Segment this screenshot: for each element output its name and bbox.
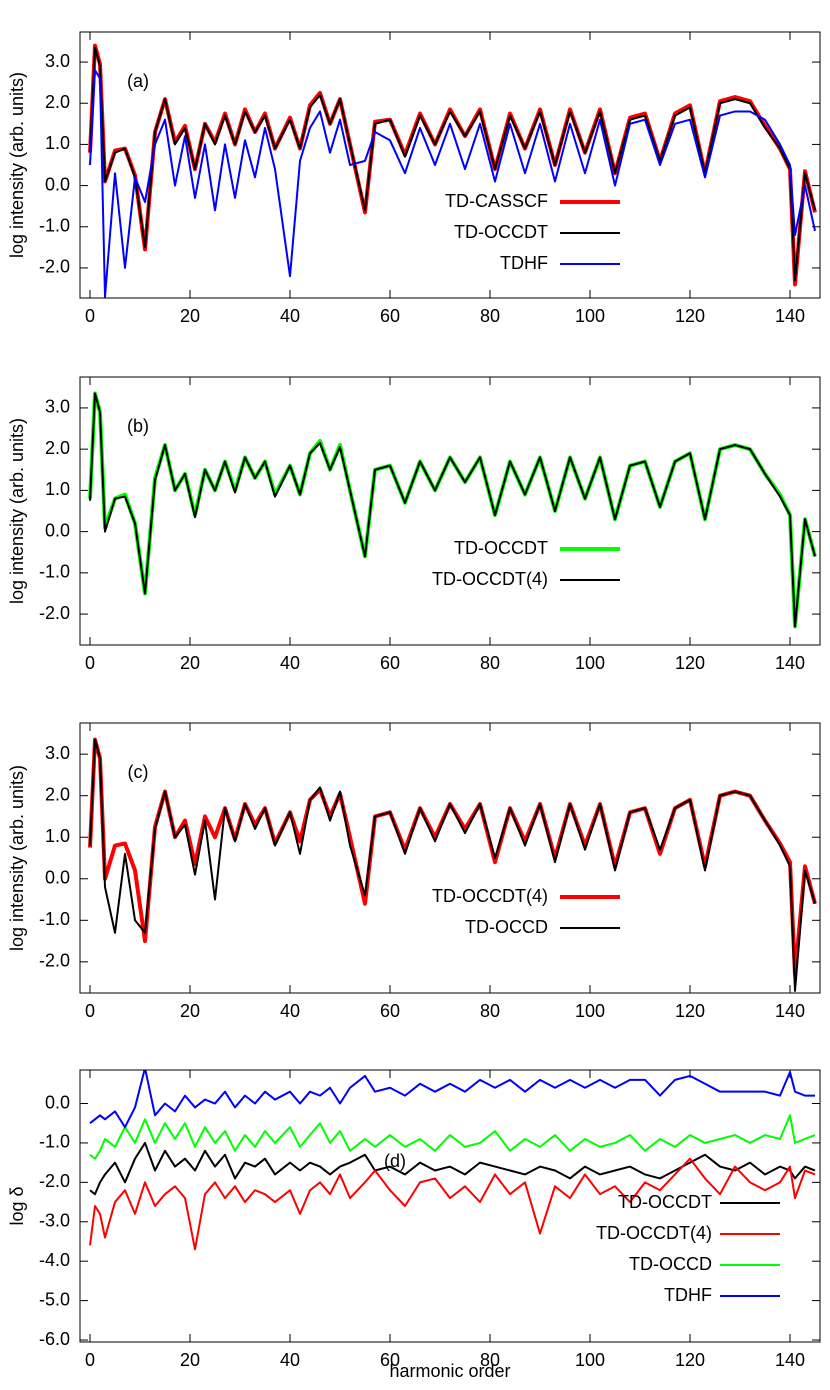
y-tick-label: -1.0 [39, 909, 70, 929]
x-tick-label: 100 [575, 1350, 605, 1370]
x-tick-label: 40 [280, 306, 300, 326]
y-axis-label: log δ [7, 1186, 27, 1225]
y-tick-label: 0.0 [45, 868, 70, 888]
panel-label: (a) [127, 71, 149, 91]
x-tick-label: 140 [775, 1350, 805, 1370]
x-tick-label: 120 [675, 653, 705, 673]
y-tick-label: -1.0 [39, 562, 70, 582]
series-line [89, 1157, 816, 1251]
panel-label: (c) [128, 762, 149, 782]
series-line [89, 738, 816, 992]
x-tick-label: 20 [180, 1001, 200, 1021]
x-tick-label: 20 [180, 306, 200, 326]
x-tick-label: 120 [675, 1350, 705, 1370]
plot-frame [79, 722, 821, 994]
series-line [89, 46, 816, 282]
y-tick-label: 3.0 [45, 51, 70, 71]
x-tick-label: 40 [280, 1001, 300, 1021]
series-line [89, 1141, 816, 1196]
y-tick-label: 1.0 [45, 826, 70, 846]
x-tick-label: 60 [380, 1350, 400, 1370]
y-tick-label: 0.0 [45, 174, 70, 194]
panel: -6.0 -5.0 -4.0 -3.0 -2.0 -1.0 0.0 0 20 40 60 80 100 1… [7, 1069, 821, 1381]
panel: -2.0 -1.0 0.0 1.0 2.0 3.0 0 20 40 60 80 100 120 140 lo… [7, 722, 821, 1021]
x-tick-label: 80 [480, 1350, 500, 1370]
legend-label: TD-OCCD [465, 917, 548, 937]
x-tick-label: 140 [775, 306, 805, 326]
x-tick-label: 80 [480, 306, 500, 326]
x-tick-label: 0 [85, 306, 95, 326]
plot-frame [79, 1069, 821, 1343]
y-tick-label: -5.0 [39, 1289, 70, 1309]
panel: -2.0 -1.0 0.0 1.0 2.0 3.0 0 20 40 60 80 100 120 140 lo… [7, 376, 821, 673]
x-tick-label: 20 [180, 653, 200, 673]
x-tick-label: 40 [280, 653, 300, 673]
x-tick-label: 40 [280, 1350, 300, 1370]
legend-label: TD-OCCDT(4) [432, 569, 548, 589]
y-tick-label: 2.0 [45, 784, 70, 804]
panel: -2.0 -1.0 0.0 1.0 2.0 3.0 0 20 40 60 80 100 120 140 lo… [7, 31, 821, 326]
legend-label: TDHF [500, 253, 548, 273]
y-tick-label: -2.0 [39, 951, 70, 971]
x-tick-label: 120 [675, 1001, 705, 1021]
plot-frame [79, 376, 821, 646]
y-tick-label: 1.0 [45, 133, 70, 153]
y-tick-label: -3.0 [39, 1211, 70, 1231]
plot-frame [79, 31, 821, 299]
series-line [89, 392, 816, 628]
y-tick-label: -1.0 [39, 1132, 70, 1152]
x-tick-label: 0 [85, 653, 95, 673]
x-tick-label: 60 [380, 653, 400, 673]
y-tick-label: -6.0 [39, 1329, 70, 1349]
x-tick-label: 0 [85, 1350, 95, 1370]
y-tick-label: 3.0 [45, 743, 70, 763]
panel-label: (b) [127, 416, 149, 436]
legend-label: TD-CASSCF [445, 191, 548, 211]
legend-label: TD-OCCDT(4) [596, 1223, 712, 1243]
y-axis-label: log intensity (arb. units) [7, 765, 27, 951]
y-tick-label: 3.0 [45, 397, 70, 417]
x-tick-label: 100 [575, 306, 605, 326]
legend-label: TD-OCCDT [454, 538, 548, 558]
x-tick-label: 0 [85, 1001, 95, 1021]
y-tick-label: 2.0 [45, 438, 70, 458]
x-tick-label: 140 [775, 653, 805, 673]
y-tick-label: 0.0 [45, 1092, 70, 1112]
legend-label: TD-OCCDT(4) [432, 886, 548, 906]
x-tick-label: 100 [575, 1001, 605, 1021]
x-tick-label: 120 [675, 306, 705, 326]
series-line [89, 1114, 816, 1160]
y-tick-label: -1.0 [39, 216, 70, 236]
legend-label: TD-OCCDT [454, 222, 548, 242]
x-tick-label: 100 [575, 653, 605, 673]
y-tick-label: -2.0 [39, 1171, 70, 1191]
y-axis-label: log intensity (arb. units) [7, 72, 27, 258]
y-tick-label: 0.0 [45, 520, 70, 540]
x-tick-label: 20 [180, 1350, 200, 1370]
y-tick-label: -2.0 [39, 603, 70, 623]
y-tick-label: 2.0 [45, 92, 70, 112]
x-tick-label: 140 [775, 1001, 805, 1021]
series-line [89, 1070, 815, 1129]
legend-label: TD-OCCD [629, 1254, 712, 1274]
x-axis-label: harmonic order [389, 1361, 510, 1381]
x-tick-label: 80 [480, 653, 500, 673]
legend-label: TD-OCCDT [618, 1192, 712, 1212]
y-tick-label: -4.0 [39, 1250, 70, 1270]
y-axis-label: log intensity (arb. units) [7, 418, 27, 604]
y-tick-label: 1.0 [45, 479, 70, 499]
x-tick-label: 60 [380, 1001, 400, 1021]
series-line [89, 69, 816, 298]
x-tick-label: 60 [380, 306, 400, 326]
x-tick-label: 80 [480, 1001, 500, 1021]
y-tick-label: -2.0 [39, 257, 70, 277]
legend-label: TDHF [664, 1285, 712, 1305]
